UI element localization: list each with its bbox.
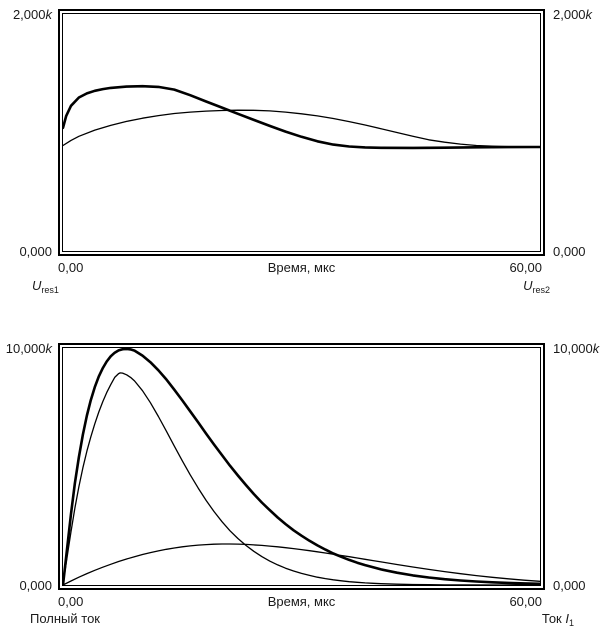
- series-full-current-thick: [63, 348, 540, 585]
- y-axis-min-label-right: 0,000: [553, 244, 586, 259]
- left-axis-caption-full-current: Полный ток: [30, 611, 100, 628]
- x-axis-title: Время, мкс: [267, 594, 336, 609]
- axis-caption-row: Ures1 Ures2: [0, 278, 608, 296]
- y-axis-max-label-left: 2,000k: [0, 7, 52, 22]
- series-u-res1-thick: [63, 84, 540, 150]
- series-u-res2-thin: [63, 109, 540, 148]
- right-axis-caption-ures2: Ures2: [523, 278, 550, 295]
- plot-frame: [58, 343, 545, 590]
- plot-canvas-current: [63, 348, 540, 585]
- series-component-thin: [63, 543, 540, 585]
- y-axis-min-label-right: 0,000: [553, 578, 586, 593]
- y-min-value: 0,000: [19, 578, 52, 593]
- caption-text: Ток: [541, 611, 566, 626]
- plot-canvas-voltage: [63, 84, 540, 150]
- caption-symbol: U: [32, 278, 42, 293]
- y-max-value: 2,000: [12, 7, 46, 22]
- caption-subscript: 1: [568, 618, 574, 628]
- y-max-unit: k: [592, 341, 600, 356]
- y-axis-max-label-left: 10,000k: [0, 341, 52, 356]
- series-current-i1-thin: [63, 372, 540, 585]
- right-axis-caption-current-i1: Ток I1: [542, 611, 574, 628]
- x-tick-min: 0,00: [58, 594, 84, 609]
- plot-area: [62, 13, 541, 252]
- plot-frame: [58, 9, 545, 256]
- axis-caption-row: Полный ток Ток I1: [0, 611, 608, 629]
- y-max-value: 10,000: [553, 341, 593, 356]
- x-axis-title: Время, мкс: [267, 260, 336, 275]
- y-axis-min-label-left: 0,000: [0, 244, 52, 259]
- y-axis-max-label-right: 2,000k: [553, 7, 592, 22]
- x-axis-row: 0,00 Время, мкс 60,00: [58, 594, 545, 609]
- y-max-unit: k: [45, 7, 53, 22]
- y-min-value: 0,000: [553, 244, 586, 259]
- caption-subscript: res1: [41, 285, 59, 295]
- caption-symbol: I: [565, 611, 569, 626]
- y-max-value: 10,000: [5, 341, 46, 356]
- plot-area: [62, 347, 541, 586]
- x-tick-max: 60,00: [509, 594, 542, 609]
- x-tick-min: 0,00: [58, 260, 84, 275]
- caption-subscript: res2: [532, 285, 550, 295]
- y-max-value: 2,000: [553, 7, 586, 22]
- y-axis-max-label-right: 10,000k: [553, 341, 599, 356]
- chart-current: 10,000k 10,000k 0,000 0,000 0,00 Время, …: [0, 330, 608, 640]
- left-axis-caption-ures1: Ures1: [32, 278, 59, 295]
- y-max-unit: k: [45, 341, 53, 356]
- x-axis-row: 0,00 Время, мкс 60,00: [58, 260, 545, 275]
- caption-text: Полный ток: [30, 611, 100, 626]
- caption-symbol: U: [523, 278, 533, 293]
- y-min-value: 0,000: [19, 244, 52, 259]
- y-axis-min-label-left: 0,000: [0, 578, 52, 593]
- y-min-value: 0,000: [553, 578, 586, 593]
- y-max-unit: k: [585, 7, 593, 22]
- chart-voltage: 2,000k 2,000k 0,000 0,000 0,00 Время, мк…: [0, 0, 608, 310]
- x-tick-max: 60,00: [509, 260, 542, 275]
